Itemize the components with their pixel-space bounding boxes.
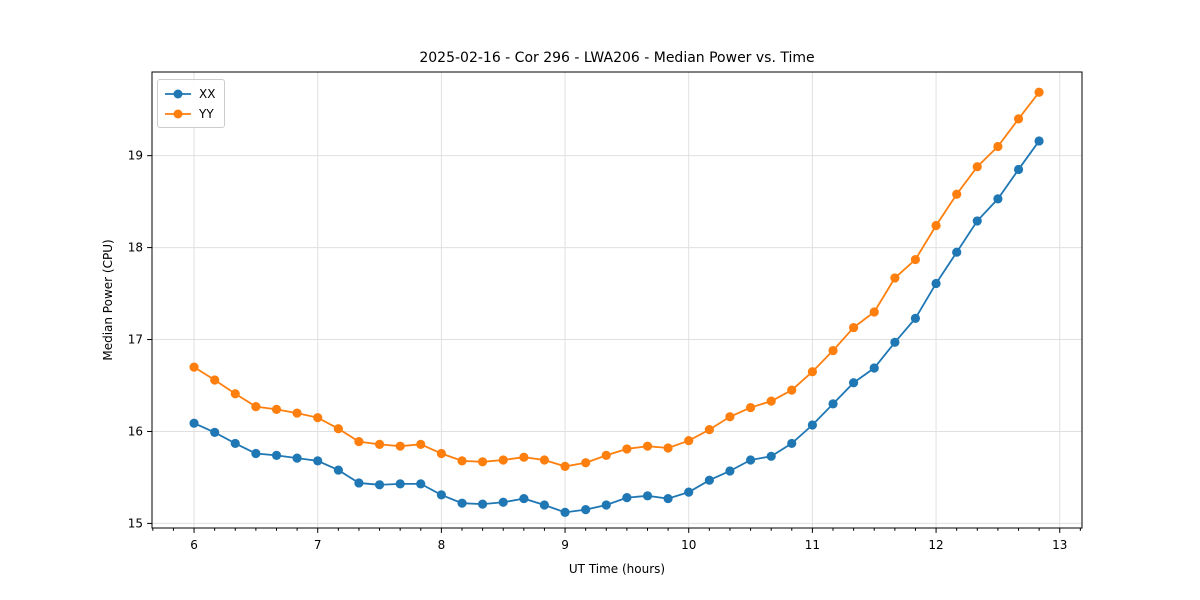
- svg-text:6: 6: [190, 538, 198, 552]
- series-xx-line: [193, 140, 1040, 514]
- legend-line-xx-icon: [165, 89, 191, 98]
- svg-text:16: 16: [128, 424, 143, 438]
- legend-label-yy: YY: [199, 106, 214, 121]
- chart-title: 2025-02-16 - Cor 296 - LWA206 - Median P…: [419, 50, 815, 66]
- svg-text:9: 9: [561, 538, 569, 552]
- series-yy-markers: [189, 87, 1044, 472]
- series-yy-line: [193, 91, 1040, 468]
- legend-line-yy-icon: [165, 109, 191, 118]
- legend-item-xx: XX: [165, 84, 215, 103]
- svg-text:18: 18: [128, 241, 143, 255]
- legend-label-xx: XX: [199, 86, 216, 101]
- svg-text:7: 7: [314, 538, 322, 552]
- x-tick-labels: 6 7 8 9 10 11 12 13: [190, 538, 1067, 552]
- plot-spines: [151, 71, 1083, 529]
- x-axis-label: UT Time (hours): [568, 562, 666, 576]
- svg-text:12: 12: [928, 538, 943, 552]
- y-tick-labels: 15 16 17 18 19: [128, 149, 143, 531]
- svg-text:11: 11: [805, 538, 820, 552]
- svg-text:10: 10: [681, 538, 696, 552]
- svg-text:19: 19: [128, 149, 143, 163]
- axis-ticks: [147, 155, 1081, 533]
- svg-text:17: 17: [128, 333, 143, 347]
- svg-text:8: 8: [438, 538, 446, 552]
- svg-text:13: 13: [1052, 538, 1067, 552]
- legend-item-yy: YY: [165, 104, 215, 123]
- series-xx-markers: [189, 136, 1044, 517]
- svg-text:15: 15: [128, 516, 143, 530]
- legend: XX YY: [157, 79, 226, 128]
- gridlines: [152, 72, 1082, 528]
